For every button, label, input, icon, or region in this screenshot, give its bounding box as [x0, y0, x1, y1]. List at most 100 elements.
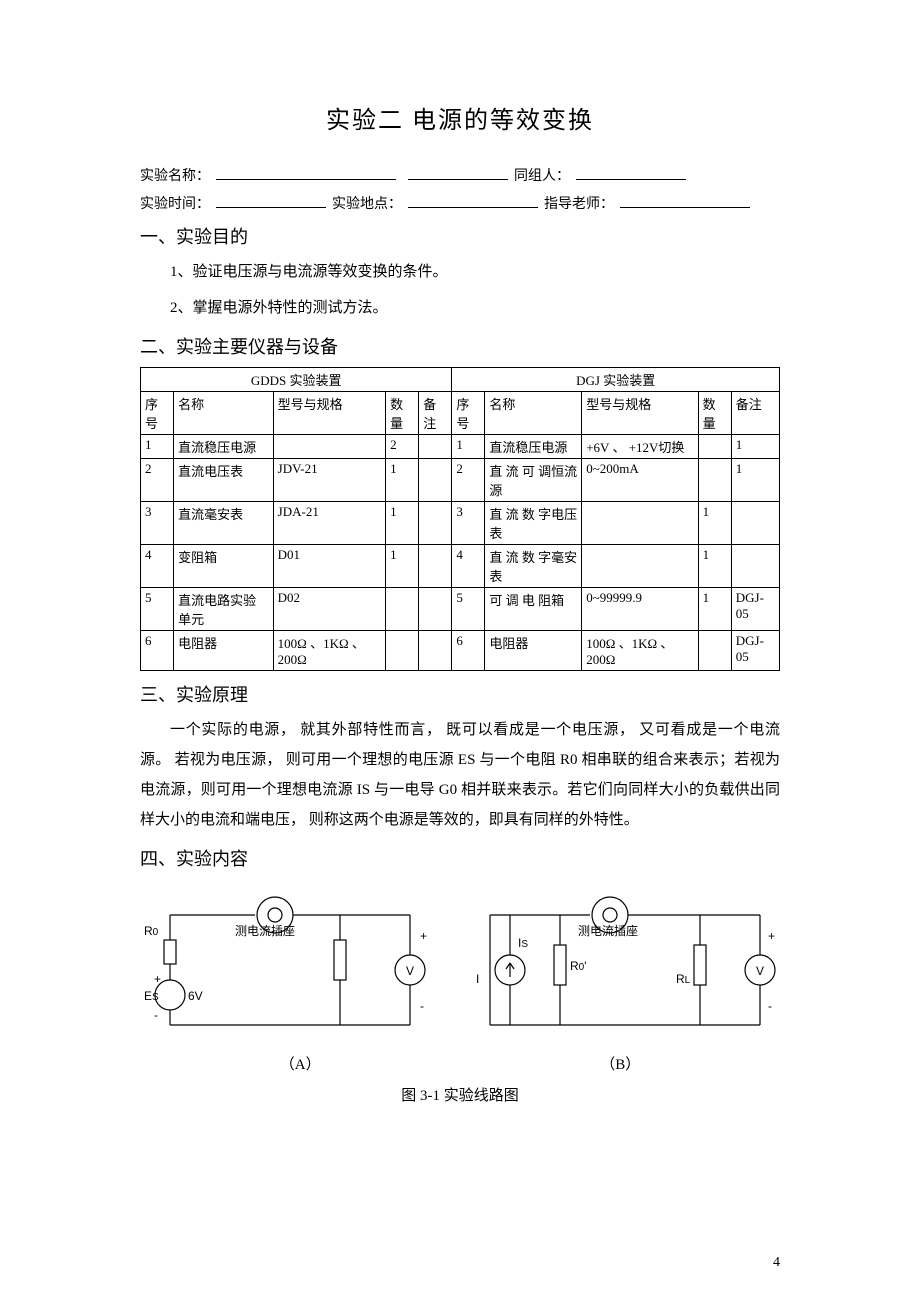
table-cell [698, 631, 731, 671]
col-seq-r: 序号 [452, 392, 485, 435]
socket-label-a: 测电流插座 [235, 923, 295, 938]
col-seq-l: 序号 [141, 392, 174, 435]
table-cell: 100Ω 、1KΩ 、200Ω [582, 631, 698, 671]
label-teacher: 指导老师： [544, 193, 614, 213]
svg-text:-: - [420, 999, 424, 1013]
meta-line-2: 实验时间： 实验地点： 指导老师： [140, 191, 780, 213]
table-cell [419, 631, 452, 671]
table-cell [386, 631, 419, 671]
table-row: GDDS 实验装置 DGJ 实验装置 [141, 368, 780, 392]
col-note-r: 备注 [731, 392, 779, 435]
figure-caption: 图 3-1 实验线路图 [140, 1084, 780, 1105]
table-cell: 1 [731, 459, 779, 502]
table-cell [698, 435, 731, 459]
table-cell: 3 [452, 502, 485, 545]
svg-text:-: - [768, 999, 772, 1013]
table-cell [698, 459, 731, 502]
table-cell: 4 [452, 545, 485, 588]
circuit-diagrams: 测电流插座 R0 + ES 6V - + V - [140, 885, 780, 1045]
page-number: 4 [773, 1255, 780, 1271]
svg-text:R0: R0 [144, 924, 159, 938]
col-name-r: 名称 [485, 392, 582, 435]
table-cell [273, 435, 385, 459]
blank-teacher [620, 191, 750, 208]
table-header-right: DGJ 实验装置 [452, 368, 780, 392]
label-experiment-name: 实验名称： [140, 165, 210, 185]
table-cell: 直流电压表 [174, 459, 274, 502]
table-cell: D01 [273, 545, 385, 588]
svg-text:+: + [154, 972, 161, 986]
table-cell: 2 [452, 459, 485, 502]
blank-name2 [408, 163, 508, 180]
table-row: 4变阻箱D0114直 流 数 字毫安表1 [141, 545, 780, 588]
col-note-l: 备注 [419, 392, 452, 435]
table-cell [731, 502, 779, 545]
table-cell: 1 [386, 545, 419, 588]
table-cell [419, 545, 452, 588]
table-row: 1直流稳压电源21直流稳压电源+6V 、 +12V切换1 [141, 435, 780, 459]
table-cell: 0~99999.9 [582, 588, 698, 631]
table-cell [582, 545, 698, 588]
blank-name [216, 163, 396, 180]
label-partner: 同组人： [514, 165, 570, 185]
circuit-captions: （A） （B） [140, 1053, 780, 1074]
heading-content: 四、实验内容 [140, 845, 780, 871]
table-cell: D02 [273, 588, 385, 631]
label-place: 实验地点： [332, 193, 402, 213]
svg-text:-: - [154, 1008, 158, 1022]
col-qty-r: 数量 [698, 392, 731, 435]
table-cell: JDV-21 [273, 459, 385, 502]
table-row: 序号 名称 型号与规格 数量 备注 序号 名称 型号与规格 数量 备注 [141, 392, 780, 435]
table-cell [419, 588, 452, 631]
table-row: 2直流电压表JDV-2112直 流 可 调恒流源0~200mA1 [141, 459, 780, 502]
table-cell [419, 435, 452, 459]
blank-time [216, 191, 326, 208]
table-cell: 100Ω 、1KΩ 、200Ω [273, 631, 385, 671]
table-cell: 变阻箱 [174, 545, 274, 588]
table-cell: 1 [731, 435, 779, 459]
table-cell: 6 [141, 631, 174, 671]
table-row: 6电阻器100Ω 、1KΩ 、200Ω6电阻器100Ω 、1KΩ 、200ΩDG… [141, 631, 780, 671]
table-cell: 2 [141, 459, 174, 502]
svg-text:RL: RL [676, 972, 691, 986]
table-cell: 1 [386, 459, 419, 502]
purpose-item-1: 1、验证电压源与电流源等效变换的条件。 [170, 257, 780, 287]
socket-label-b: 测电流插座 [578, 923, 638, 938]
svg-text:ES: ES [144, 989, 159, 1003]
svg-text:V: V [756, 964, 764, 978]
table-cell: 1 [698, 588, 731, 631]
col-model-r: 型号与规格 [582, 392, 698, 435]
purpose-item-2: 2、掌握电源外特性的测试方法。 [170, 293, 780, 323]
table-cell: 1 [141, 435, 174, 459]
table-cell: 2 [386, 435, 419, 459]
table-cell: 直流稳压电源 [174, 435, 274, 459]
circuit-a: 测电流插座 R0 + ES 6V - + V - [140, 885, 440, 1045]
circuit-b: 测电流插座 IS I R0' RL + V - [470, 885, 780, 1045]
table-cell: 1 [386, 502, 419, 545]
blank-partner [576, 163, 686, 180]
table-cell: 直 流 可 调恒流源 [485, 459, 582, 502]
heading-equipment: 二、实验主要仪器与设备 [140, 333, 780, 359]
table-cell [386, 588, 419, 631]
table-cell: 电阻器 [174, 631, 274, 671]
table-header-left: GDDS 实验装置 [141, 368, 452, 392]
svg-text:V: V [406, 964, 414, 978]
table-row: 3直流毫安表JDA-2113直 流 数 字电压表1 [141, 502, 780, 545]
table-cell: 直 流 数 字毫安表 [485, 545, 582, 588]
table-cell: 0~200mA [582, 459, 698, 502]
table-cell: 3 [141, 502, 174, 545]
table-cell: 1 [698, 502, 731, 545]
svg-text:6V: 6V [188, 989, 203, 1003]
svg-text:I: I [476, 972, 479, 986]
table-cell: 电阻器 [485, 631, 582, 671]
label-time: 实验时间： [140, 193, 210, 213]
document-title: 实验二 电源的等效变换 [140, 100, 780, 135]
table-cell: 4 [141, 545, 174, 588]
table-cell [419, 502, 452, 545]
table-cell: 直 流 数 字电压表 [485, 502, 582, 545]
principle-paragraph: 一个实际的电源， 就其外部特性而言， 既可以看成是一个电压源， 又可看成是一个电… [140, 715, 780, 835]
table-cell: 直流毫安表 [174, 502, 274, 545]
table-cell [731, 545, 779, 588]
table-cell: 5 [452, 588, 485, 631]
table-cell: 5 [141, 588, 174, 631]
